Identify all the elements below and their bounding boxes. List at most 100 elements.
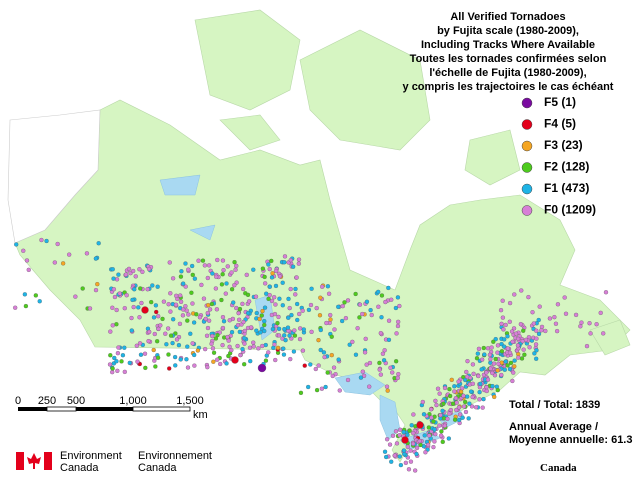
tornado-point xyxy=(281,352,287,357)
tornado-point xyxy=(377,367,382,372)
tornado-point xyxy=(179,269,184,274)
tornado-point xyxy=(201,296,207,301)
tornado-point xyxy=(396,372,401,377)
tornado-point xyxy=(384,454,389,460)
tornado-point xyxy=(603,290,609,295)
tornado-point xyxy=(442,385,448,391)
tornado-point xyxy=(464,369,469,375)
tornado-point xyxy=(411,412,416,417)
tornado-point xyxy=(495,343,501,348)
tornado-point xyxy=(495,387,500,393)
tornado-point xyxy=(478,381,483,386)
tornado-point xyxy=(390,433,396,438)
tornado-point xyxy=(324,320,329,326)
tornado-point xyxy=(507,300,513,306)
tornado-point xyxy=(111,287,117,292)
legend-marker xyxy=(521,205,533,216)
tornado-point xyxy=(116,272,121,277)
tornado-point xyxy=(226,353,231,359)
tornado-point xyxy=(387,442,393,447)
tornado-point xyxy=(158,323,163,328)
tornado-point xyxy=(493,356,498,362)
tornado-point xyxy=(204,333,210,338)
tornado-point xyxy=(220,315,226,320)
tornado-point xyxy=(395,323,401,329)
tornado-point xyxy=(205,310,210,316)
tornado-point xyxy=(426,442,431,448)
tornado-point xyxy=(122,345,127,350)
tornado-point xyxy=(500,315,506,320)
tornado-point xyxy=(260,266,266,271)
tornado-point xyxy=(309,329,314,334)
tornado-point xyxy=(340,304,345,309)
tornado-point xyxy=(490,384,495,389)
tornado-point xyxy=(397,427,403,432)
tornado-point xyxy=(554,328,560,334)
tornado-point xyxy=(511,326,517,331)
tornado-point xyxy=(385,388,390,393)
tornado-point xyxy=(298,326,303,331)
tornado-point xyxy=(52,260,57,265)
tornado-point xyxy=(266,296,271,301)
tornado-point xyxy=(480,357,485,362)
dept-name-fr: Canada xyxy=(138,462,177,474)
tornado-point xyxy=(178,357,183,362)
tornado-point xyxy=(178,274,184,279)
tornado-point xyxy=(206,302,211,308)
tornado-point xyxy=(141,306,149,314)
tornado-point xyxy=(532,351,537,356)
tornado-point xyxy=(491,339,496,344)
tornado-point xyxy=(297,336,303,342)
tornado-point xyxy=(211,350,217,355)
tornado-point xyxy=(233,267,238,272)
tornado-point xyxy=(242,362,247,367)
tornado-point xyxy=(185,318,190,323)
tornado-point xyxy=(266,262,271,267)
tornado-point xyxy=(476,373,481,379)
tornado-point xyxy=(509,329,515,334)
tornado-point xyxy=(379,293,385,298)
tornado-point xyxy=(401,429,406,435)
scale-label: 1,500 xyxy=(176,395,204,407)
tornado-point xyxy=(386,285,391,291)
tornado-point xyxy=(170,276,176,281)
tornado-point xyxy=(190,301,195,306)
tornado-point xyxy=(422,433,427,438)
tornado-point xyxy=(395,295,401,300)
tornado-point xyxy=(500,298,505,303)
tornado-point xyxy=(393,429,399,434)
tornado-point xyxy=(184,357,189,362)
tornado-point xyxy=(251,340,256,345)
tornado-point xyxy=(39,237,44,243)
tornado-point xyxy=(263,281,268,286)
tornado-point xyxy=(510,339,515,344)
tornado-point xyxy=(496,361,501,366)
tornado-point xyxy=(207,263,212,268)
tornado-point xyxy=(190,272,195,278)
tornado-point xyxy=(377,360,382,366)
tornado-point xyxy=(263,358,269,363)
tornado-point xyxy=(508,360,514,366)
tornado-point xyxy=(534,348,539,353)
tornado-point xyxy=(426,425,432,430)
tornado-point xyxy=(470,362,476,367)
tornado-point xyxy=(149,299,154,305)
tornado-point xyxy=(491,361,497,366)
tornado-point xyxy=(295,317,300,323)
tornado-point xyxy=(326,291,332,296)
tornado-point xyxy=(120,353,126,358)
tornado-point xyxy=(423,450,428,455)
tornado-point xyxy=(454,400,459,405)
title-line: Toutes les tornades confirmées selon xyxy=(410,53,607,65)
tornado-point xyxy=(336,304,341,309)
tornado-point xyxy=(260,308,265,314)
tornado-point xyxy=(437,391,442,396)
tornado-point xyxy=(382,348,387,353)
tornado-point xyxy=(197,315,203,320)
tornado-point xyxy=(273,268,279,274)
tornado-point xyxy=(146,339,151,344)
legend-label: F3 (23) xyxy=(544,138,583,152)
tornado-point xyxy=(209,301,215,307)
scale-unit: km xyxy=(193,409,208,421)
